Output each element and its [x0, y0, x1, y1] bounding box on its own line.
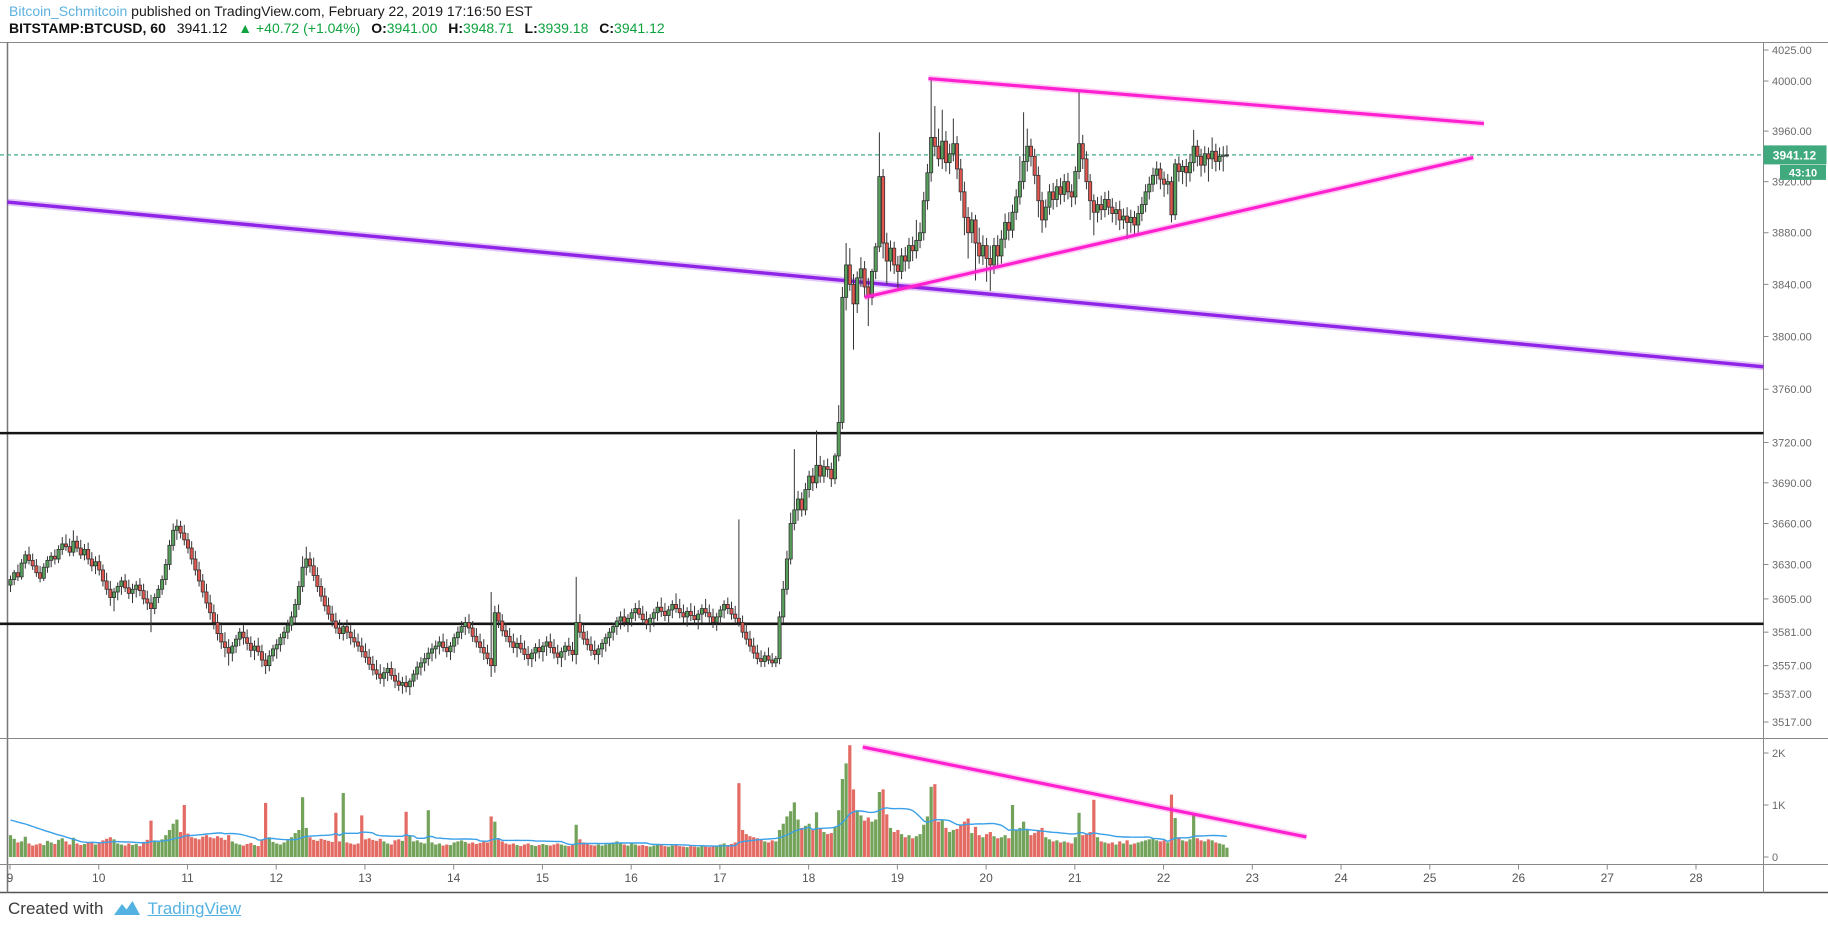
svg-text:12: 12 [270, 871, 284, 885]
svg-text:4000.00: 4000.00 [1772, 76, 1812, 88]
countdown-badge [1780, 164, 1826, 180]
low-label: L: [524, 20, 538, 36]
volume-ma-line [10, 807, 1227, 847]
close-label: C: [599, 20, 615, 36]
high-label: H: [448, 20, 464, 36]
svg-text:4025.00: 4025.00 [1772, 45, 1812, 57]
svg-text:13: 13 [358, 871, 372, 885]
svg-text:3760.00: 3760.00 [1772, 384, 1812, 396]
svg-text:10: 10 [92, 871, 106, 885]
publish-info: Bitcoin_Schmitcoin published on TradingV… [9, 3, 533, 19]
svg-text:3537.00: 3537.00 [1772, 689, 1812, 701]
svg-text:3800.00: 3800.00 [1772, 332, 1812, 344]
svg-text:3660.00: 3660.00 [1772, 518, 1812, 530]
svg-text:26: 26 [1512, 871, 1526, 885]
svg-text:3517.00: 3517.00 [1772, 717, 1812, 729]
high-value: 3948.71 [463, 20, 514, 36]
svg-text:11: 11 [181, 871, 194, 885]
current-price-badge [1763, 145, 1827, 165]
svg-text:20: 20 [979, 871, 993, 885]
symbol-info: BITSTAMP:BTCUSD, 60 3941.12 ▲ +40.72 (+1… [9, 20, 665, 36]
price-change: +40.72 (+1.04%) [256, 20, 361, 36]
svg-text:21: 21 [1068, 871, 1082, 885]
svg-text:14: 14 [447, 871, 461, 885]
publish-text: published on TradingView.com, February 2… [127, 3, 533, 19]
svg-text:0: 0 [1772, 852, 1778, 864]
svg-text:3840.00: 3840.00 [1772, 279, 1812, 291]
svg-text:23: 23 [1246, 871, 1260, 885]
svg-text:19: 19 [891, 871, 905, 885]
chart-frame [0, 42, 1828, 894]
magenta-trendlines [863, 75, 1485, 301]
svg-text:28: 28 [1689, 871, 1703, 885]
svg-text:3720.00: 3720.00 [1772, 437, 1812, 449]
svg-text:43:10: 43:10 [1789, 167, 1817, 179]
svg-text:3941.12: 3941.12 [1773, 148, 1817, 162]
svg-text:3630.00: 3630.00 [1772, 559, 1812, 571]
svg-text:3960.00: 3960.00 [1772, 126, 1812, 138]
horizontal-lines [0, 431, 1764, 626]
open-value: 3941.00 [386, 20, 438, 36]
tradingview-link[interactable]: TradingView [147, 899, 241, 918]
tradingview-logo-icon [114, 901, 141, 915]
close-value: 3941.12 [614, 20, 665, 36]
svg-text:17: 17 [713, 871, 727, 885]
svg-text:15: 15 [536, 871, 550, 885]
author-link[interactable]: Bitcoin_Schmitcoin [9, 3, 128, 19]
svg-text:3581.00: 3581.00 [1772, 627, 1812, 639]
svg-text:3690.00: 3690.00 [1772, 478, 1812, 490]
svg-text:3880.00: 3880.00 [1772, 228, 1812, 240]
svg-text:25: 25 [1423, 871, 1437, 885]
svg-text:16: 16 [624, 871, 638, 885]
price-badges: 3941.12 43:10 [1763, 145, 1827, 180]
low-value: 3939.18 [537, 20, 589, 36]
svg-text:9: 9 [7, 871, 14, 885]
svg-text:2K: 2K [1772, 748, 1786, 760]
created-with-text: Created with [8, 899, 104, 918]
time-axis: 9 10 11 12 13 14 15 16 17 18 19 20 21 22 23 24 25 26 27 28 [7, 864, 1703, 885]
svg-text:22: 22 [1157, 871, 1171, 885]
attribution: Created with TradingView [8, 899, 241, 919]
svg-text:1K: 1K [1772, 800, 1786, 812]
symbol-title: BITSTAMP:BTCUSD, 60 [9, 20, 166, 36]
volume-layer [8, 743, 1308, 857]
svg-text:18: 18 [802, 871, 816, 885]
up-arrow-icon: ▲ [238, 20, 253, 36]
svg-text:3605.00: 3605.00 [1772, 594, 1812, 606]
volume-axis: 2K 1K 0 [1763, 748, 1786, 864]
candles-layer [8, 78, 1229, 696]
svg-text:27: 27 [1601, 871, 1615, 885]
svg-text:24: 24 [1334, 871, 1348, 885]
purple-trendline [7, 198, 1764, 371]
open-label: O: [371, 20, 387, 36]
last-price: 3941.12 [176, 20, 228, 36]
svg-text:3557.00: 3557.00 [1772, 661, 1812, 673]
